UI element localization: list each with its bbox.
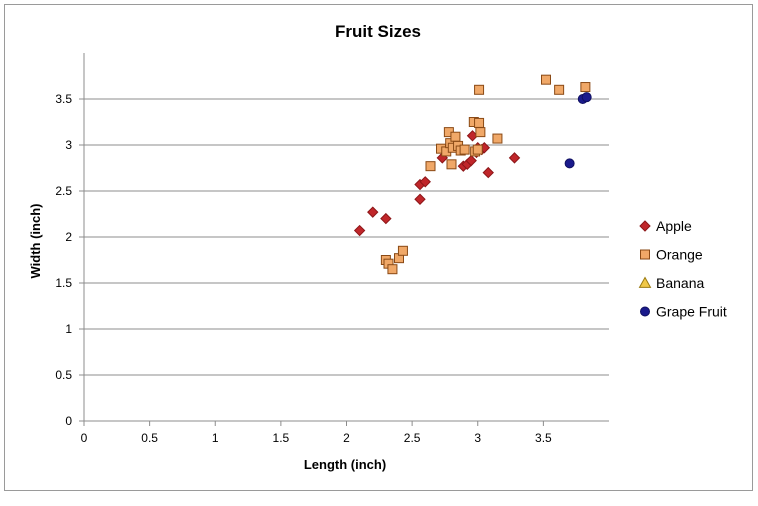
y-tick-label: 3	[65, 138, 72, 152]
orange-point	[387, 264, 398, 275]
y-tick-label: 2	[65, 230, 72, 244]
axes	[79, 53, 609, 426]
x-tick-label: 1.5	[273, 431, 290, 445]
x-tick-label: 2.5	[404, 431, 421, 445]
gridlines	[84, 98, 609, 376]
x-tick-label: 0.5	[141, 431, 158, 445]
tick-labels: 0 0.5 1 1.5 2 2.5 3 3.5 0 0.5 1 1.5 2 2.5 3 3.5	[55, 92, 552, 445]
grape-fruit-point	[581, 92, 592, 103]
orange-point	[459, 144, 470, 155]
apple-point	[508, 152, 521, 164]
legend-label-grape-fruit: Grape Fruit	[656, 304, 727, 320]
orange-point	[492, 133, 503, 144]
chart-border	[4, 4, 753, 491]
legend-marker-grape-fruit	[640, 306, 650, 317]
apple-point	[353, 224, 366, 237]
apple-point	[419, 176, 431, 188]
orange-point	[474, 117, 485, 128]
x-tick-label: 3.5	[535, 431, 552, 445]
x-tick-label: 2	[343, 431, 350, 445]
legend-label-orange: Orange	[656, 247, 703, 263]
orange-point	[554, 84, 565, 95]
y-tick-label: 1.5	[55, 276, 72, 290]
x-axis-title: Length (inch)	[304, 457, 386, 472]
x-tick-label: 3	[474, 431, 481, 445]
grape-fruit-point	[564, 158, 575, 169]
orange-point	[580, 82, 591, 93]
x-tick-label: 1	[212, 431, 219, 445]
orange-point	[446, 159, 457, 170]
legend: Apple Orange Banana Grape Fruit	[638, 218, 727, 320]
y-tick-label: 0	[65, 414, 72, 428]
apple-point	[414, 193, 426, 205]
y-tick-label: 3.5	[55, 92, 72, 106]
y-tick-label: 0.5	[55, 368, 72, 382]
y-tick-label: 1	[65, 322, 72, 336]
y-tick-label: 2.5	[55, 184, 72, 198]
apple-point	[367, 206, 379, 218]
orange-point	[425, 161, 436, 172]
orange-point	[475, 127, 486, 138]
legend-marker-orange	[640, 249, 650, 260]
data-points	[353, 74, 592, 275]
orange-point	[450, 131, 461, 142]
orange-point	[474, 84, 485, 95]
legend-label-apple: Apple	[656, 218, 692, 234]
legend-marker-apple	[639, 220, 651, 232]
orange-point	[541, 74, 551, 85]
orange-point	[397, 245, 408, 256]
x-tick-label: 0	[81, 431, 88, 445]
apple-point	[482, 166, 494, 179]
orange-point	[472, 144, 483, 155]
apple-point	[465, 154, 477, 167]
legend-marker-banana	[638, 276, 652, 288]
y-axis-title: Width (inch)	[28, 204, 43, 279]
chart-title: Fruit Sizes	[335, 22, 421, 41]
apple-point	[380, 212, 392, 225]
legend-label-banana: Banana	[656, 275, 704, 291]
